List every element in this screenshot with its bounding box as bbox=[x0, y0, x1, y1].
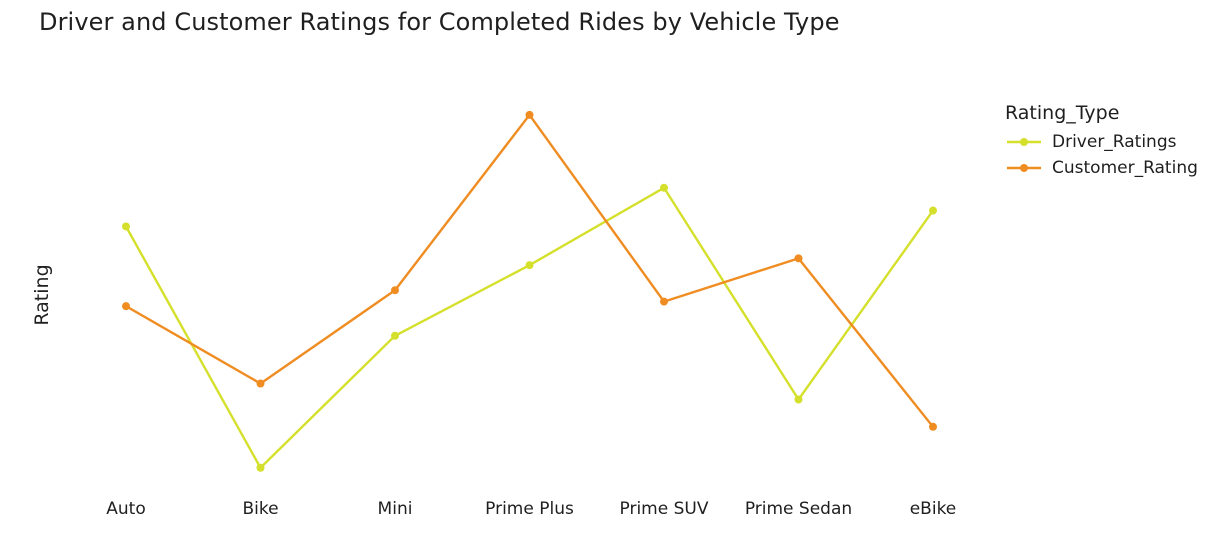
x-tick-label: Prime SUV bbox=[620, 499, 709, 519]
legend-title: Rating_Type bbox=[1005, 102, 1120, 124]
legend-items: Driver_Ratings Customer_Rating bbox=[1005, 129, 1198, 181]
x-tick-label: Prime Sedan bbox=[745, 499, 852, 519]
legend: Rating_Type Driver_Ratings Customer_Ratin… bbox=[1005, 102, 1198, 181]
data-point[interactable] bbox=[256, 379, 265, 388]
data-point[interactable] bbox=[794, 395, 803, 404]
data-point[interactable] bbox=[525, 110, 534, 119]
data-point[interactable] bbox=[256, 463, 265, 472]
chart-title: Driver and Customer Ratings for Complete… bbox=[39, 8, 840, 36]
series-layer bbox=[122, 110, 937, 472]
data-point[interactable] bbox=[660, 183, 668, 192]
legend-item[interactable]: Customer_Rating bbox=[1005, 155, 1198, 181]
data-point[interactable] bbox=[794, 254, 803, 263]
data-point[interactable] bbox=[929, 422, 937, 431]
x-tick-label: Prime Plus bbox=[485, 499, 574, 519]
series-group bbox=[122, 183, 937, 472]
data-point[interactable] bbox=[929, 206, 937, 215]
legend-item[interactable]: Driver_Ratings bbox=[1005, 129, 1198, 155]
data-point[interactable] bbox=[122, 302, 130, 311]
legend-swatch-icon bbox=[1007, 138, 1041, 146]
x-tick-label: eBike bbox=[910, 499, 957, 519]
data-point[interactable] bbox=[122, 222, 130, 231]
legend-swatch-icon bbox=[1007, 164, 1041, 172]
data-point[interactable] bbox=[391, 331, 399, 340]
series-group bbox=[122, 110, 937, 431]
series-line bbox=[124, 186, 934, 469]
x-axis-ticks: Auto Bike Mini Prime Plus Prime SUV Prime Sed… bbox=[106, 499, 956, 519]
legend-label: Driver_Ratings bbox=[1052, 132, 1177, 152]
data-point[interactable] bbox=[525, 261, 534, 270]
legend-label: Customer_Rating bbox=[1052, 158, 1198, 178]
x-tick-label: Mini bbox=[378, 499, 413, 519]
data-point[interactable] bbox=[660, 297, 668, 306]
data-point[interactable] bbox=[391, 286, 399, 295]
x-tick-label: Bike bbox=[242, 499, 278, 519]
x-tick-label: Auto bbox=[106, 499, 145, 519]
